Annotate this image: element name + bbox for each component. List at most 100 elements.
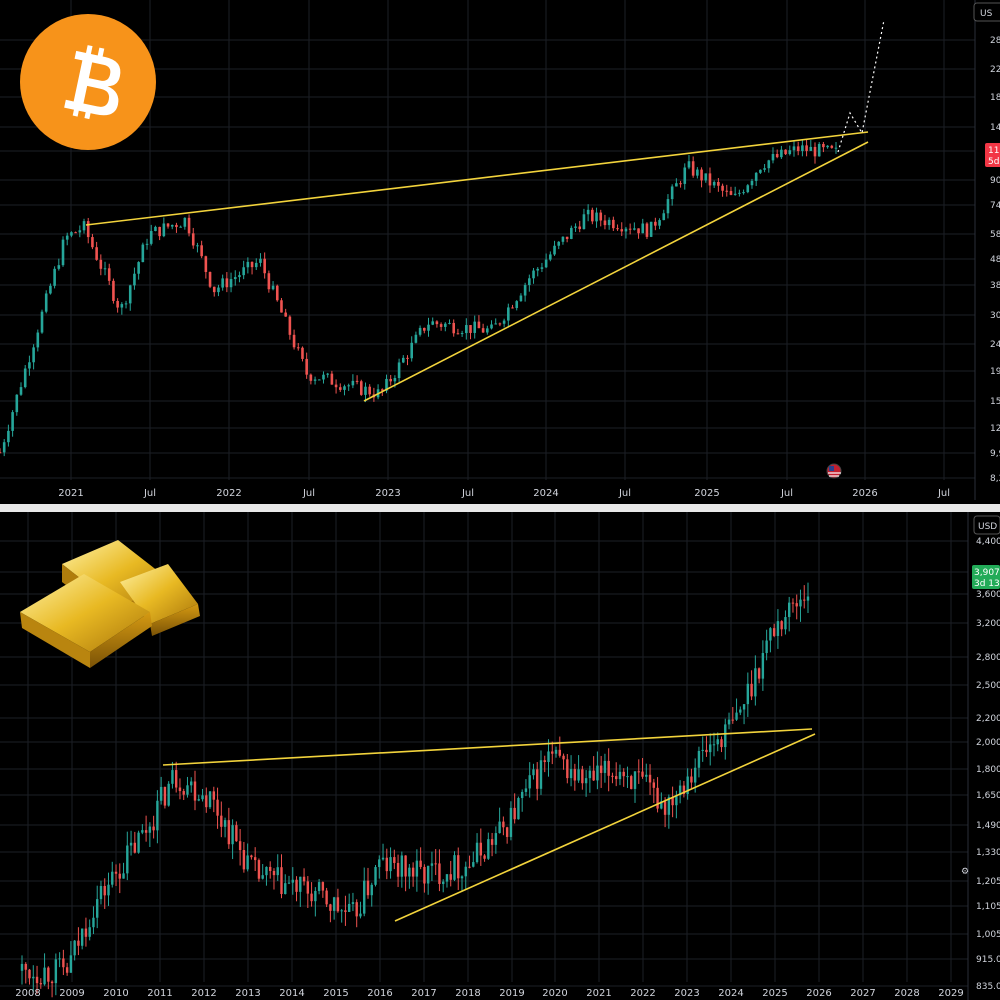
bitcoin-upper-trendline[interactable] — [85, 131, 869, 226]
candle-body — [799, 599, 802, 607]
gold-lower-trendline[interactable] — [394, 733, 816, 922]
candle-body — [15, 394, 19, 413]
bitcoin-chart-svg[interactable]: 28 22 18 14 11 90 74 58 48 38 30 24 19 15 12 9,9 8,2 202… — [0, 0, 1000, 504]
candle-body — [50, 981, 54, 984]
candle-body — [725, 190, 729, 192]
y-tick-label: 1,105 — [976, 902, 1000, 912]
candle-body — [490, 324, 493, 329]
candle-body — [554, 749, 558, 754]
candle-body — [679, 183, 682, 185]
candle-body — [267, 273, 271, 290]
candle-body — [697, 750, 701, 768]
gold-chart-panel[interactable]: 4,4004,0003,6003,2002,8002,5002,2002,000… — [0, 512, 1000, 1000]
candle-body — [524, 788, 528, 792]
candle-body — [784, 617, 787, 630]
candle-body — [408, 867, 411, 877]
candle-body — [547, 751, 550, 763]
candle-body — [633, 228, 636, 230]
candle-body — [47, 967, 50, 982]
candle-body — [191, 233, 195, 246]
candle-body — [216, 799, 219, 816]
candle-body — [780, 621, 783, 630]
bitcoin-price-axis[interactable]: 28 22 18 14 11 90 74 58 48 38 30 24 19 15 12 9,9 8,2 — [990, 36, 1000, 484]
candle-body — [507, 307, 510, 321]
candle-body — [310, 893, 313, 902]
candle-body — [645, 774, 648, 777]
candle-body — [257, 860, 261, 879]
x-tick-label: 2023 — [375, 488, 400, 499]
candle-body — [250, 261, 254, 268]
candle-body — [400, 855, 404, 877]
candle-body — [380, 389, 384, 391]
candle-body — [445, 874, 449, 882]
y-tick-label: 30 — [990, 311, 1000, 321]
gold-upper-trendline[interactable] — [162, 728, 813, 766]
y-tick-label: 1,650 — [976, 791, 1000, 801]
candle-body — [551, 751, 554, 754]
candle-body — [430, 863, 434, 866]
candle-body — [133, 842, 137, 853]
x-tick-label: 2017 — [411, 988, 436, 999]
candle-body — [626, 776, 629, 778]
x-tick-label: 2015 — [323, 988, 348, 999]
candle-body — [0, 452, 2, 454]
candle-body — [502, 821, 505, 828]
candle-body — [584, 778, 588, 784]
candle-body — [53, 268, 56, 286]
candle-body — [92, 917, 95, 928]
candle-body — [720, 739, 723, 748]
candle-body — [709, 744, 712, 753]
candle-body — [86, 221, 90, 238]
y-tick-label: 19 — [990, 367, 1000, 377]
candle-body — [645, 223, 649, 237]
settings-icon[interactable]: ⚙ — [961, 867, 969, 877]
gold-currency-box[interactable] — [973, 515, 1000, 535]
candle-body — [24, 963, 27, 970]
us-flag-icon[interactable] — [826, 463, 842, 479]
candle-body — [231, 825, 234, 845]
candle-body — [423, 866, 426, 884]
candle-body — [186, 785, 189, 795]
candle-body — [2, 442, 6, 453]
candle-body — [74, 232, 77, 234]
candle-body — [486, 328, 489, 333]
candle-body — [498, 323, 502, 325]
candle-body — [691, 161, 695, 176]
candle-body — [615, 776, 618, 780]
candle-body — [599, 765, 603, 773]
candle-body — [511, 307, 514, 309]
candle-body — [611, 775, 614, 777]
candle-body — [65, 235, 69, 240]
candle-body — [481, 328, 485, 333]
x-tick-label: 2008 — [15, 988, 40, 999]
candle-body — [558, 749, 561, 756]
candle-body — [141, 830, 144, 833]
candle-body — [175, 224, 178, 228]
candle-body — [620, 229, 624, 232]
candle-body — [805, 145, 808, 151]
bitcoin-lower-trendline[interactable] — [363, 141, 869, 402]
candle-body — [426, 865, 430, 884]
y-tick-label: 1,490 — [976, 821, 1000, 831]
bitcoin-time-axis[interactable]: 2021 Jul 2022 Jul 2023 Jul 2024 Jul 2025 Jul 2026 J… — [58, 488, 950, 499]
bitcoin-currency-box[interactable] — [973, 2, 1000, 22]
candle-body — [103, 268, 107, 270]
candle-body — [36, 332, 40, 348]
gold-price-axis[interactable]: 4,4004,0003,6003,2002,8002,5002,2002,000… — [976, 537, 1000, 992]
candle-body — [302, 876, 306, 882]
candle-body — [351, 380, 355, 386]
candle-body — [569, 769, 573, 779]
y-tick-label: 2,000 — [976, 738, 1000, 748]
candle-body — [88, 927, 91, 937]
gold-time-axis[interactable]: 2008 2009 2010 2011 2012 2013 2014 2015 2016 2017… — [15, 988, 963, 999]
gold-chart-svg[interactable]: 4,4004,0003,6003,2002,8002,5002,2002,000… — [0, 512, 1000, 1000]
candle-body — [57, 265, 61, 269]
bitcoin-chart-panel[interactable]: 28 22 18 14 11 90 74 58 48 38 30 24 19 15 12 9,9 8,2 202… — [0, 0, 1000, 504]
candle-body — [137, 832, 140, 853]
candle-body — [561, 236, 565, 242]
candle-body — [261, 875, 264, 879]
candle-body — [444, 323, 447, 327]
candle-body — [291, 879, 294, 883]
candle-body — [295, 879, 298, 892]
candle-body — [788, 150, 792, 155]
